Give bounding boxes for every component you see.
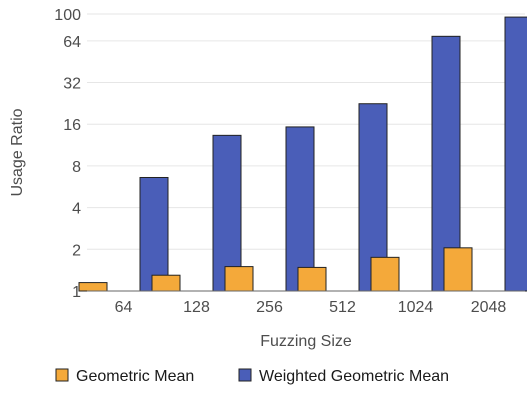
bar-weighted-geometric-mean-64 bbox=[139, 176, 169, 292]
y-axis-title: Usage Ratio bbox=[9, 108, 26, 196]
y-tick-label: 64 bbox=[63, 34, 81, 51]
bar-geometric-mean-512 bbox=[297, 266, 327, 292]
bar-geometric-mean-1024 bbox=[370, 256, 400, 292]
x-tick-label: 64 bbox=[115, 299, 133, 316]
x-tick-labels: 64 128 256 512 1024 2048 bbox=[115, 299, 507, 316]
y-tick-label: 8 bbox=[72, 159, 81, 176]
x-axis-title: Fuzzing Size bbox=[260, 333, 352, 350]
x-tick-label: 512 bbox=[329, 299, 356, 316]
legend: Geometric Mean Weighted Geometric Mean bbox=[55, 368, 449, 385]
x-tick-label: 2048 bbox=[471, 299, 507, 316]
y-tick-labels: 1 2 4 8 16 32 64 100 bbox=[54, 7, 81, 301]
bar-geometric-mean-256 bbox=[224, 266, 254, 292]
y-tick-label: 16 bbox=[63, 117, 81, 134]
x-tick-label: 1024 bbox=[398, 299, 434, 316]
bar-geometric-mean-128 bbox=[151, 274, 181, 292]
legend-swatch bbox=[238, 368, 252, 382]
y-tick-label: 4 bbox=[72, 201, 81, 218]
legend-label: Geometric Mean bbox=[76, 368, 194, 385]
legend-geometric-mean: Geometric Mean bbox=[55, 368, 194, 385]
y-tick-label: 1 bbox=[72, 284, 81, 301]
y-tick-label: 2 bbox=[72, 242, 81, 259]
bar-geometric-mean-2048 bbox=[443, 247, 473, 292]
y-tick-label: 32 bbox=[63, 76, 81, 93]
x-tick-label: 128 bbox=[183, 299, 210, 316]
legend-label: Weighted Geometric Mean bbox=[259, 368, 449, 385]
bar-weighted-geometric-mean-256 bbox=[285, 126, 315, 292]
y-tick-label: 100 bbox=[54, 7, 81, 24]
bars bbox=[78, 16, 527, 292]
bar-geometric-mean-64 bbox=[78, 282, 108, 292]
legend-weighted-geometric-mean: Weighted Geometric Mean bbox=[238, 368, 449, 385]
legend-swatch bbox=[55, 368, 69, 382]
x-tick-label: 256 bbox=[256, 299, 283, 316]
bar-weighted-geometric-mean-2048 bbox=[504, 16, 527, 292]
